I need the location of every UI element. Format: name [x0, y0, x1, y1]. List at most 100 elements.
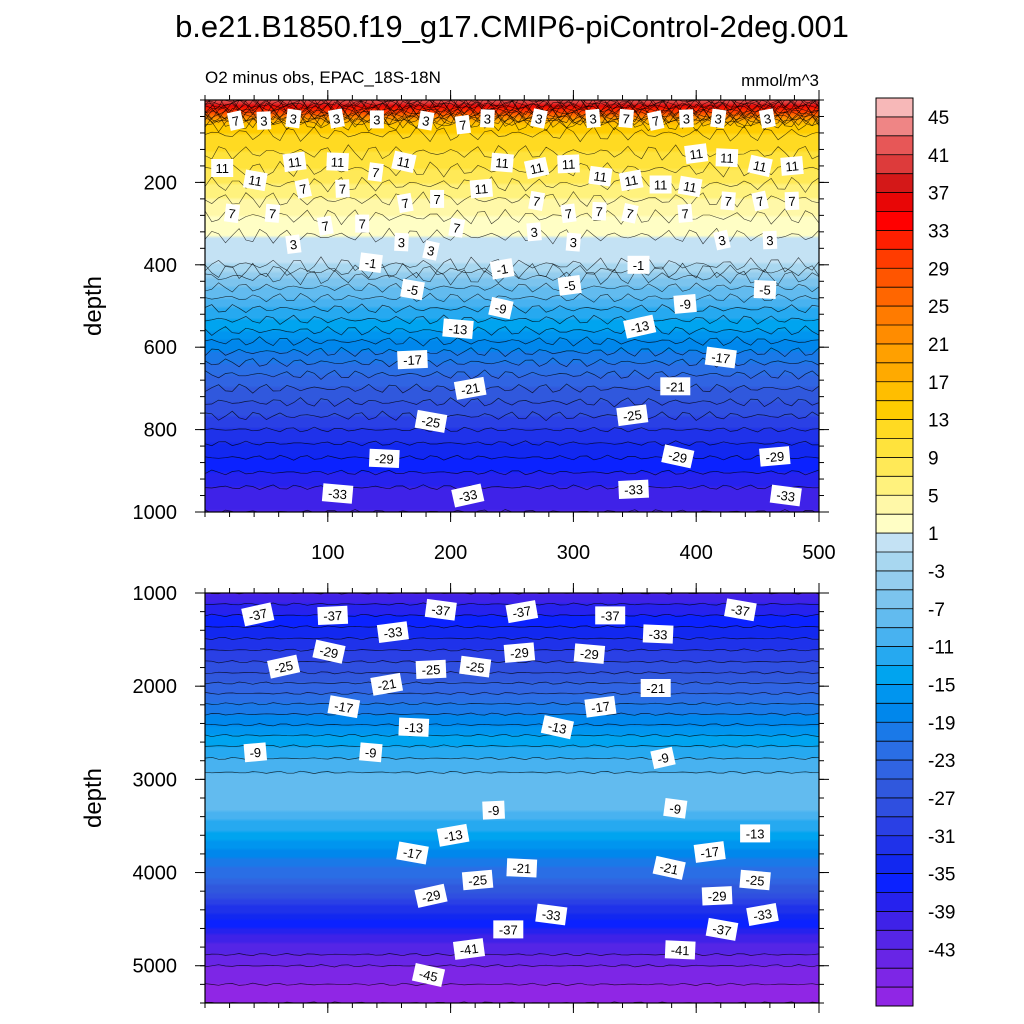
contour-label: 7 [784, 191, 800, 211]
svg-text:3: 3 [763, 111, 773, 127]
svg-text:7: 7 [452, 220, 462, 236]
colorbar-tick-label: 21 [928, 335, 949, 356]
contour-label: -25 [414, 409, 448, 433]
colorbar-tick-label: -11 [928, 638, 954, 659]
contour-label: 11 [557, 154, 580, 174]
colorbar-swatch [876, 589, 913, 610]
contour-label: 3 [762, 230, 778, 250]
svg-text:7: 7 [681, 206, 690, 222]
svg-text:-25: -25 [622, 407, 643, 424]
svg-text:7: 7 [622, 111, 631, 127]
svg-text:-33: -33 [541, 906, 562, 923]
svg-text:7: 7 [339, 181, 347, 196]
svg-text:7: 7 [400, 195, 410, 211]
contour-label: -25 [616, 404, 649, 427]
contour-label: 3 [394, 232, 409, 252]
colorbar-tick-label: 17 [928, 373, 949, 394]
contour-label: 3 [417, 110, 435, 131]
contour-label: -33 [535, 903, 568, 926]
colorbar-swatch [876, 98, 913, 118]
contour-line [205, 681, 819, 685]
bottom-panel-ylabel: depth [80, 768, 107, 828]
contour-label: -37 [424, 598, 457, 621]
svg-text:11: 11 [593, 168, 608, 185]
colorbar-swatch [876, 249, 913, 269]
colorbar-swatch [876, 892, 913, 912]
svg-text:-29: -29 [667, 448, 689, 467]
y-tick-label: 400 [144, 255, 177, 277]
x-tick-label: 100 [311, 542, 344, 564]
colorbar-frame [875, 97, 914, 1007]
svg-text:7: 7 [458, 117, 467, 133]
contour-line [205, 113, 819, 131]
svg-text:-25: -25 [421, 662, 440, 678]
contour-line [205, 100, 819, 114]
colorbar-swatch [876, 816, 913, 837]
contour-label: -29 [503, 642, 536, 663]
contour-label: -33 [451, 483, 485, 508]
svg-text:-17: -17 [590, 699, 611, 716]
svg-text:3: 3 [682, 111, 690, 126]
contour-label: 7 [335, 179, 350, 198]
contour-label: -13 [398, 717, 430, 737]
contour-label: -29 [414, 883, 448, 908]
contour-line [205, 369, 819, 380]
contour-label: -13 [623, 314, 657, 339]
svg-text:7: 7 [359, 217, 366, 232]
contour-line [205, 383, 819, 394]
svg-text:11: 11 [689, 146, 704, 163]
top-panel-left-string: O2 minus obs, EPAC_18S-18N [205, 68, 441, 87]
colorbar-tick-label: 5 [928, 486, 939, 507]
contour-label: -21 [652, 855, 686, 880]
contour-line [205, 410, 819, 422]
contour-label: 3 [565, 232, 582, 252]
svg-text:11: 11 [495, 155, 510, 171]
svg-text:3: 3 [534, 111, 544, 127]
contour-label: 7 [430, 189, 445, 208]
svg-text:3: 3 [332, 111, 342, 127]
colorbar-tick-label: 37 [928, 184, 949, 205]
svg-text:-29: -29 [765, 449, 785, 466]
contour-label: 7 [223, 203, 241, 224]
svg-text:11: 11 [682, 178, 698, 195]
svg-text:3: 3 [260, 113, 268, 128]
svg-text:-9: -9 [249, 745, 262, 761]
contour-label: -21 [370, 672, 404, 696]
x-tick-label: 500 [802, 542, 835, 564]
svg-text:7: 7 [595, 204, 603, 219]
colorbar-tick-label: -31 [928, 827, 955, 848]
svg-text:-37: -37 [499, 922, 518, 937]
contour-label: 3 [585, 108, 601, 129]
contour-line [205, 426, 819, 433]
svg-text:-25: -25 [465, 658, 486, 675]
contour-label: 7 [316, 215, 334, 236]
svg-text:7: 7 [651, 113, 661, 129]
svg-text:-21: -21 [376, 676, 397, 694]
contour-label: 7 [751, 190, 769, 212]
contour-label: 11 [326, 152, 349, 172]
colorbar-tick-label: 1 [928, 524, 939, 545]
svg-text:-9: -9 [679, 296, 692, 312]
contour-label: 7 [720, 191, 736, 211]
svg-text:-29: -29 [318, 643, 340, 662]
colorbar-swatch [876, 400, 913, 420]
bottom-panel: -37 -37 -37 -37 -37 -37 -33 -33 -29 -29 -29 -25 -25 -… [80, 583, 829, 1013]
top-panel-ylabel: depth [80, 276, 107, 336]
svg-text:-9: -9 [364, 745, 377, 761]
colorbar-swatch [876, 173, 913, 193]
contour-label: 11 [523, 156, 550, 180]
contour-label: 7 [448, 217, 466, 238]
svg-text:-25: -25 [468, 872, 488, 889]
contour-line [205, 671, 819, 675]
contour-label: -37 [241, 602, 275, 627]
colorbar-swatch [876, 760, 913, 780]
bottom-panel-axes: 1000 2000 3000 4000 5000 [133, 583, 829, 1013]
svg-text:-9: -9 [669, 801, 682, 817]
colorbar-swatch [876, 343, 913, 364]
contour-label: -13 [540, 715, 574, 740]
colorbar-tick-label: -19 [928, 713, 955, 734]
colorbar-swatch [876, 230, 913, 250]
contour-label: 11 [282, 151, 307, 173]
colorbar-swatch [876, 192, 913, 212]
